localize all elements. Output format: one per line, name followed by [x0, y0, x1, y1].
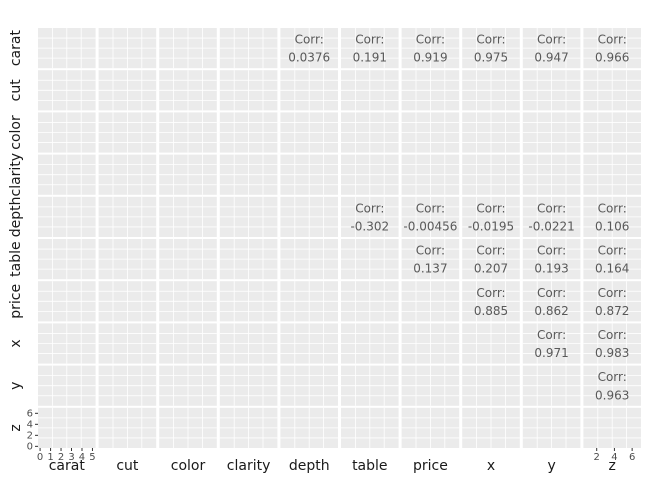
corr-value: 0.862: [534, 304, 568, 318]
corr-value: 0.191: [353, 51, 387, 65]
y-tick-label: 6: [27, 408, 33, 419]
corr-label: Corr:: [295, 33, 324, 47]
x-tick-label: 2: [594, 452, 600, 463]
column-label: carat: [49, 458, 86, 474]
row-label: table: [8, 241, 24, 276]
corr-label: Corr:: [416, 33, 445, 47]
column-label: x: [487, 458, 495, 474]
corr-value: -0.0221: [528, 219, 574, 233]
corr-value: 0.207: [474, 262, 508, 276]
row-label: clarity: [8, 153, 24, 197]
x-tick-label: 0: [37, 452, 43, 463]
corr-label: Corr:: [416, 201, 445, 215]
corr-label: Corr:: [598, 201, 627, 215]
corr-label: Corr:: [476, 201, 505, 215]
row-label: color: [8, 115, 24, 150]
corr-value: 0.885: [474, 304, 508, 318]
corr-label: Corr:: [598, 286, 627, 300]
column-label: cut: [116, 458, 139, 474]
corr-label: Corr:: [537, 244, 566, 258]
x-tick-label: 4: [611, 452, 617, 463]
corr-label: Corr:: [537, 328, 566, 342]
corr-label: Corr:: [355, 201, 384, 215]
corr-value: 0.947: [534, 51, 568, 65]
y-tick-label: 0: [27, 441, 33, 452]
corr-label: Corr:: [416, 244, 445, 258]
corr-value: 0.0376: [288, 51, 330, 65]
corr-value: -0.302: [350, 219, 389, 233]
corr-label: Corr:: [355, 33, 384, 47]
corr-label: Corr:: [476, 244, 505, 258]
corr-value: 0.919: [413, 51, 447, 65]
x-tick-label: 4: [79, 452, 85, 463]
column-label: table: [352, 458, 387, 474]
column-label: depth: [289, 458, 330, 474]
corr-value: 0.106: [595, 219, 629, 233]
x-tick-label: 2: [58, 452, 64, 463]
corr-value: 0.872: [595, 304, 629, 318]
row-label: price: [8, 284, 24, 319]
corr-value: 0.137: [413, 262, 447, 276]
column-label: z: [609, 458, 616, 474]
row-label: x: [8, 339, 24, 347]
row-label: y: [8, 382, 24, 390]
column-label: y: [547, 458, 555, 474]
column-label: color: [171, 458, 206, 474]
corr-label: Corr:: [537, 33, 566, 47]
corr-value: -0.00456: [403, 219, 457, 233]
row-label: cut: [8, 79, 24, 102]
corr-label: Corr:: [476, 33, 505, 47]
corr-value: 0.966: [595, 51, 629, 65]
y-tick-label: 4: [27, 419, 33, 430]
row-label: depth: [8, 197, 24, 238]
column-label: price: [413, 458, 448, 474]
corr-value: 0.963: [595, 388, 629, 402]
corr-value: -0.0195: [468, 219, 514, 233]
corr-label: Corr:: [476, 286, 505, 300]
corr-label: Corr:: [598, 328, 627, 342]
corr-value: 0.164: [595, 262, 629, 276]
x-tick-label: 5: [89, 452, 95, 463]
x-tick-label: 3: [68, 452, 74, 463]
corr-label: Corr:: [537, 201, 566, 215]
x-tick-label: 6: [629, 452, 635, 463]
y-tick-label: 2: [27, 430, 33, 441]
corr-label: Corr:: [537, 286, 566, 300]
row-label: carat: [8, 30, 24, 67]
row-label: z: [8, 424, 24, 431]
corr-value: 0.193: [534, 262, 568, 276]
corr-value: 0.983: [595, 346, 629, 360]
corr-label: Corr:: [598, 244, 627, 258]
column-label: clarity: [227, 458, 271, 474]
corr-label: Corr:: [598, 370, 627, 384]
corr-value: 0.971: [534, 346, 568, 360]
corr-label: Corr:: [598, 33, 627, 47]
corr-value: 0.975: [474, 51, 508, 65]
x-tick-label: 1: [47, 452, 53, 463]
